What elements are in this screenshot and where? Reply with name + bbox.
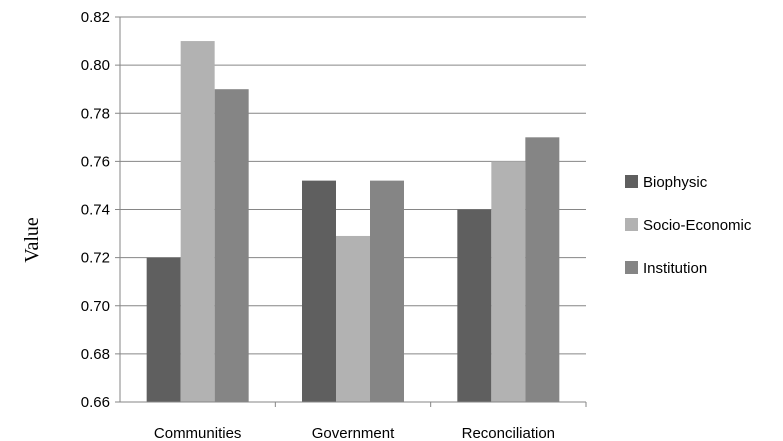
bar-socio-economic-communities xyxy=(180,41,215,402)
bar-socio-economic-government xyxy=(336,235,370,402)
bar-institution-communities xyxy=(214,89,249,402)
bar-institution-reconciliation xyxy=(525,137,560,402)
y-tick-label: 0.74 xyxy=(81,202,110,219)
y-tick-label: 0.72 xyxy=(81,250,110,267)
bar-biophysic-communities xyxy=(146,257,181,402)
bar-institution-government xyxy=(370,180,404,402)
legend-label: Socio-Economic xyxy=(643,217,752,234)
x-axis-ticks: Communities Government Reconciliation xyxy=(154,402,587,441)
legend-swatch xyxy=(625,218,638,231)
bar-biophysic-government xyxy=(302,180,336,402)
bar-socio-economic-reconciliation xyxy=(491,161,526,402)
legend-swatch xyxy=(625,175,638,188)
y-axis-ticks: 0.66 0.68 0.70 0.72 0.74 0.76 0.78 0.80 0.82 xyxy=(81,9,120,411)
y-tick-label: 0.68 xyxy=(81,346,110,363)
x-category-label: Communities xyxy=(154,425,242,441)
x-category-label: Reconciliation xyxy=(462,425,555,441)
bars xyxy=(146,41,560,402)
y-tick-label: 0.80 xyxy=(81,57,110,74)
x-category-label: Government xyxy=(312,425,395,441)
y-tick-label: 0.70 xyxy=(81,298,110,315)
y-tick-label: 0.66 xyxy=(81,394,110,411)
y-tick-label: 0.76 xyxy=(81,153,110,170)
legend-swatch xyxy=(625,261,638,274)
legend-label: Institution xyxy=(643,260,707,277)
bar-biophysic-reconciliation xyxy=(457,209,492,402)
y-tick-label: 0.82 xyxy=(81,9,110,26)
y-tick-label: 0.78 xyxy=(81,105,110,122)
legend-label: Biophysic xyxy=(643,174,708,191)
legend: Biophysic Socio-Economic Institution xyxy=(625,174,752,277)
y-axis-title: Value xyxy=(21,217,43,263)
